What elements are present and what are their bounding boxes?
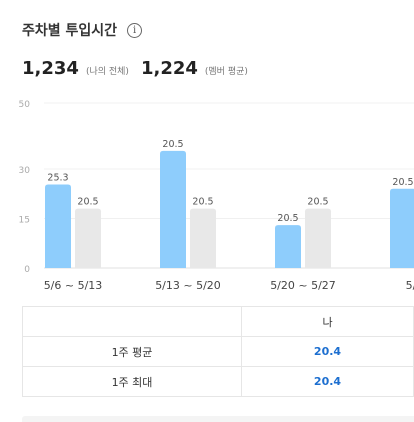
- row-value: 20.4: [241, 336, 414, 367]
- bar: [45, 184, 71, 268]
- info-icon[interactable]: i: [127, 22, 143, 38]
- x-tick-label: 5/27: [406, 279, 414, 292]
- y-tick-label: 30: [19, 166, 31, 176]
- row-label: 1주 평균: [22, 336, 242, 367]
- bar-data-label: 20.5: [192, 197, 213, 208]
- x-tick-label: 5/20 ~ 5/27: [270, 279, 336, 292]
- bar: [75, 208, 101, 268]
- x-tick-label: 5/13 ~ 5/20: [155, 279, 221, 292]
- member-average-value: 1,224: [140, 58, 198, 79]
- bar-data-label: 25.3: [47, 173, 68, 184]
- table-header-cell: 나: [241, 306, 414, 337]
- next-card-edge: [22, 416, 414, 422]
- bar-data-label: 20.5: [307, 197, 328, 208]
- bar: [390, 188, 414, 268]
- chart-header: 주차별 투입시간 i: [22, 20, 143, 40]
- table-header-row: 나: [22, 306, 414, 337]
- x-tick-label: 5/6 ~ 5/13: [44, 279, 103, 292]
- y-tick-label: 15: [19, 216, 30, 226]
- y-tick-label: 0: [24, 265, 30, 275]
- summary-stats: 1,234 (나의 전체) 1,224 (멤버 평균): [22, 58, 260, 79]
- chart-title: 주차별 투입시간: [22, 23, 118, 39]
- bar: [190, 208, 216, 268]
- bar: [305, 208, 331, 268]
- weekly-bar-chart: 0 15 30 50 25.3 20.5 5/6 ~ 5/13 20.5 20.5 5/13 ~ …: [19, 100, 414, 292]
- bar-data-label: 20.5: [77, 197, 98, 208]
- summary-table: 나 1주 평균 20.4 1주 최대 20.4: [22, 306, 414, 397]
- table-header-cell: [22, 306, 242, 337]
- row-label: 1주 최대: [22, 366, 242, 397]
- my-total-label: (나의 전체): [85, 67, 129, 77]
- bar-data-label: 20.5: [277, 213, 298, 224]
- bar: [275, 225, 301, 268]
- table-row: 1주 평균 20.4: [22, 336, 414, 367]
- member-average-label: (멤버 평균): [204, 67, 248, 77]
- table-row: 1주 최대 20.4: [22, 366, 414, 397]
- bar-data-label: 20.5: [392, 177, 413, 188]
- y-tick-label: 50: [19, 100, 31, 110]
- my-total-value: 1,234: [22, 58, 79, 79]
- row-value: 20.4: [241, 366, 414, 397]
- bar-data-label: 20.5: [162, 139, 183, 150]
- bar: [160, 150, 186, 268]
